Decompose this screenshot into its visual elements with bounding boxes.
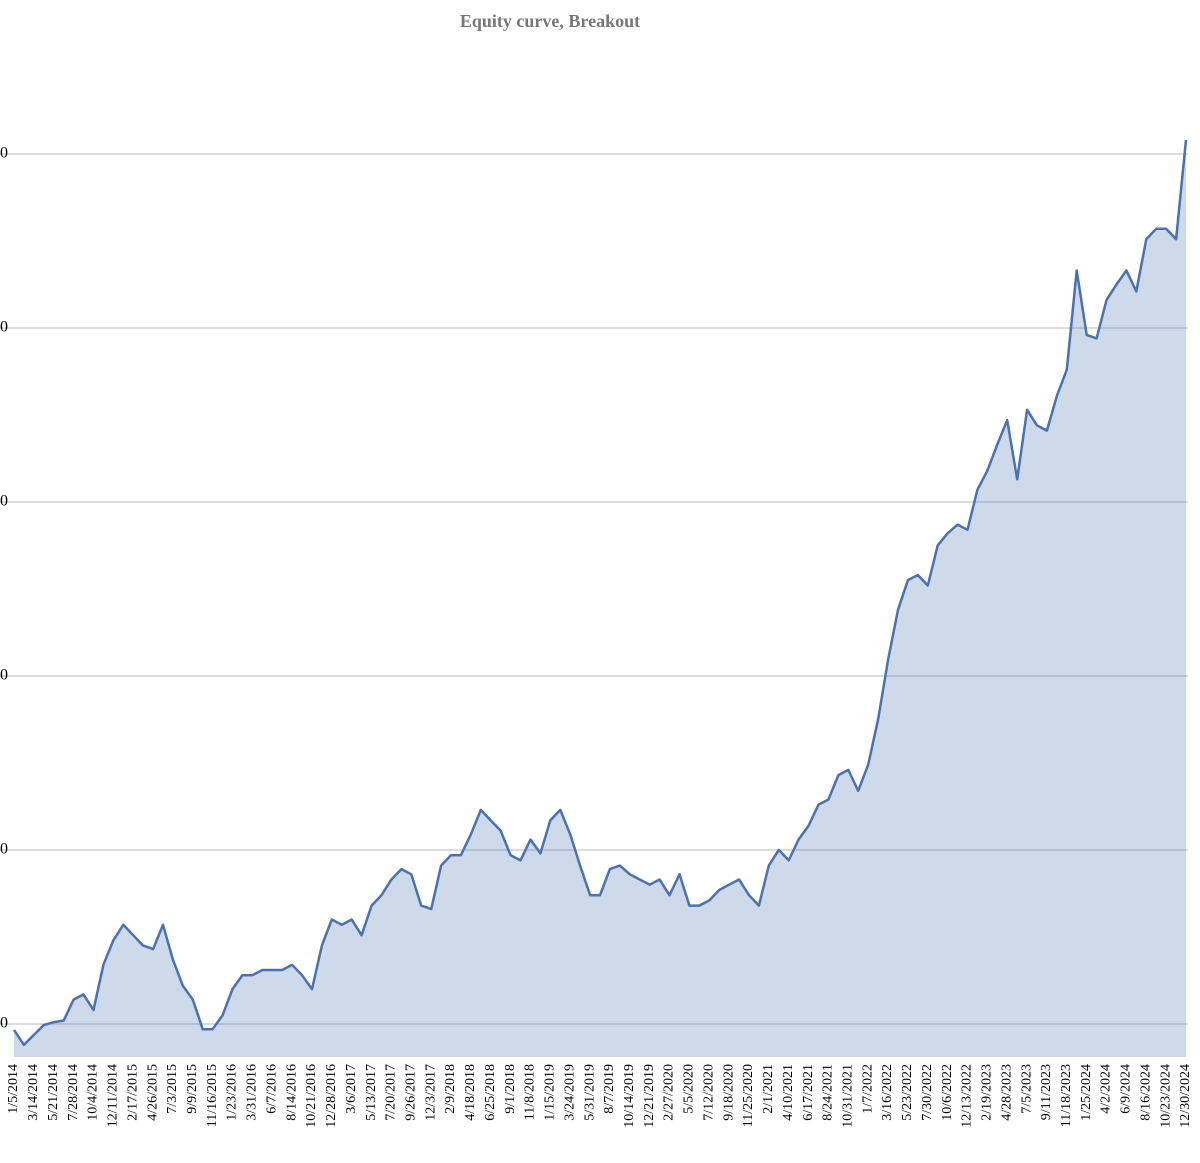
chart-title: Equity curve, Breakout (460, 11, 640, 31)
x-tick-label: 4/26/2015 (145, 1064, 160, 1121)
x-tick-label: 9/9/2015 (185, 1064, 200, 1114)
x-tick-label: 10/31/2021 (841, 1064, 856, 1128)
x-tick-label: 4/28/2023 (999, 1064, 1014, 1121)
x-tick-label: 12/28/2016 (324, 1064, 339, 1128)
x-tick-label: 4/18/2018 (463, 1064, 478, 1121)
x-tick-label: 3/16/2022 (880, 1064, 895, 1121)
x-tick-label: 2/19/2023 (980, 1064, 995, 1121)
x-tick-label: 3/6/2017 (344, 1064, 359, 1114)
x-tick-label: 1/23/2016 (225, 1064, 240, 1121)
x-tick-label: 5/31/2019 (582, 1064, 597, 1121)
x-tick-label: 12/11/2014 (106, 1064, 121, 1127)
x-tick-label: 12/30/2024 (1178, 1064, 1193, 1128)
x-tick-label: 7/3/2015 (165, 1064, 180, 1114)
x-tick-label: 1/15/2019 (543, 1064, 558, 1121)
x-tick-label: 4/2/2024 (1099, 1064, 1114, 1114)
x-tick-label: 8/7/2019 (602, 1064, 617, 1114)
x-tick-label: 10/14/2019 (622, 1064, 637, 1128)
y-tick-label: 100 (0, 1015, 8, 1032)
x-tick-label: 7/30/2022 (920, 1064, 935, 1121)
x-tick-label: 7/20/2017 (384, 1064, 399, 1121)
x-tick-label: 12/21/2019 (642, 1064, 657, 1128)
x-tick-label: 9/11/2023 (1039, 1064, 1054, 1120)
x-tick-label: 6/25/2018 (483, 1064, 498, 1121)
x-tick-label: 5/13/2017 (364, 1064, 379, 1121)
x-tick-label: 9/1/2018 (503, 1064, 518, 1114)
y-tick-label: 200 (0, 841, 8, 858)
x-tick-label: 11/25/2020 (741, 1064, 756, 1127)
x-tick-label: 8/14/2016 (284, 1064, 299, 1121)
x-tick-label: 3/31/2016 (245, 1064, 260, 1121)
x-tick-label: 6/17/2021 (801, 1064, 816, 1121)
x-tick-label: 10/23/2024 (1158, 1064, 1173, 1128)
x-tick-label: 8/16/2024 (1139, 1064, 1154, 1121)
x-tick-label: 11/18/2023 (1059, 1064, 1074, 1127)
y-tick-label: 500 (0, 319, 8, 336)
x-tick-label: 2/1/2021 (761, 1064, 776, 1114)
x-tick-label: 2/17/2015 (125, 1064, 140, 1121)
x-tick-label: 3/14/2014 (26, 1064, 41, 1121)
x-tick-label: 2/9/2018 (443, 1064, 458, 1114)
x-tick-label: 11/8/2018 (523, 1064, 538, 1120)
x-tick-label: 1/5/2014 (6, 1064, 21, 1114)
x-tick-label: 6/7/2016 (264, 1064, 279, 1114)
x-tick-label: 10/6/2022 (940, 1064, 955, 1121)
y-tick-label: 400 (0, 493, 8, 510)
line (12, 139, 1188, 1047)
x-tick-label: 6/9/2024 (1119, 1064, 1134, 1114)
x-tick-label: 10/4/2014 (86, 1064, 101, 1121)
x-tick-label: 7/5/2023 (1019, 1064, 1034, 1114)
x-tick-label: 2/27/2020 (662, 1064, 677, 1121)
y-tick-label: 600 (0, 145, 8, 162)
x-tick-label: 8/24/2021 (821, 1064, 836, 1121)
x-tick-label: 5/5/2020 (682, 1064, 697, 1114)
x-tick-label: 3/24/2019 (562, 1064, 577, 1121)
x-tick-label: 9/26/2017 (404, 1064, 419, 1121)
x-tick-label: 12/3/2017 (423, 1064, 438, 1121)
x-tick-label: 4/10/2021 (781, 1064, 796, 1121)
x-tick-label: 10/21/2016 (304, 1064, 319, 1128)
x-tick-label: 5/21/2014 (46, 1064, 61, 1121)
x-tick-label: 1/7/2022 (860, 1064, 875, 1114)
x-tick-label: 11/16/2015 (205, 1064, 220, 1127)
x-tick-label: 1/25/2024 (1079, 1064, 1094, 1121)
x-tick-label: 9/18/2020 (721, 1064, 736, 1121)
x-tick-label: 7/12/2020 (702, 1064, 717, 1121)
x-tick-label: 7/28/2014 (66, 1064, 81, 1121)
x-tick-label: 5/23/2022 (900, 1064, 915, 1121)
area (14, 140, 1186, 1057)
y-tick-label: 300 (0, 667, 8, 684)
x-tick-label: 12/13/2022 (960, 1064, 975, 1128)
